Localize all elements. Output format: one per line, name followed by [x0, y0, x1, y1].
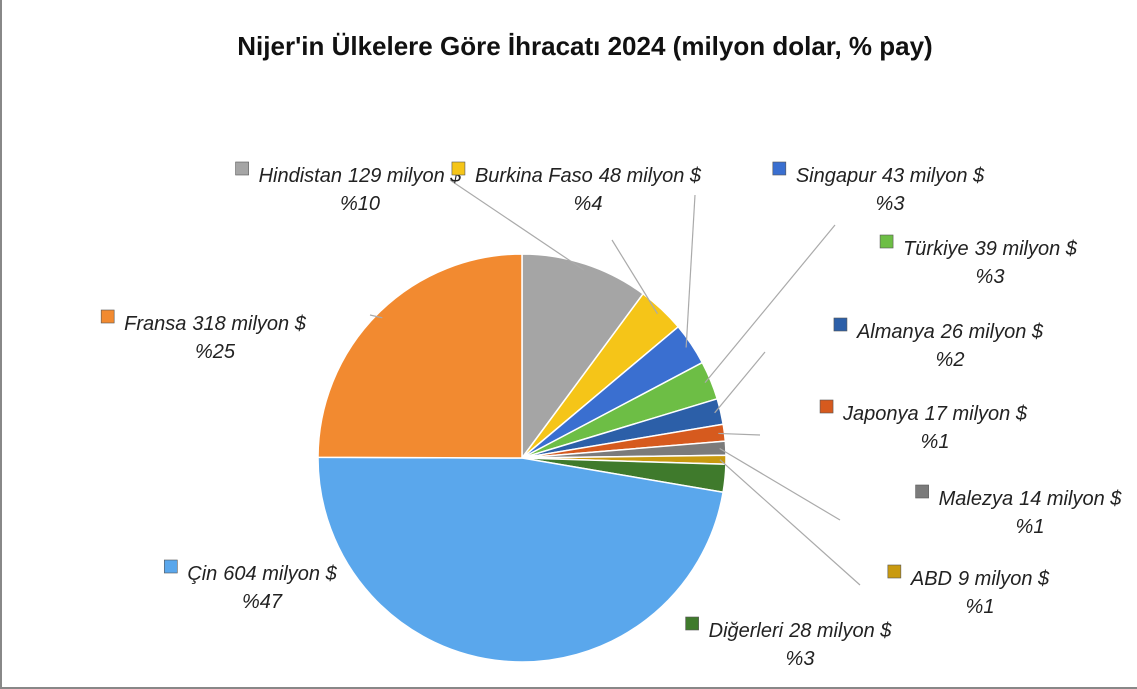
legend-key: [833, 317, 848, 332]
legend-key: [235, 161, 249, 176]
leader-line: [719, 459, 861, 586]
value-label: 318 milyon $: [192, 313, 306, 335]
legend-key: [100, 309, 115, 324]
pie-slice: [317, 253, 523, 459]
value-label: 14 milyon $: [1019, 488, 1122, 510]
legend-key: [772, 161, 787, 176]
percent-label: %2: [936, 349, 965, 371]
percent-label: %3: [786, 648, 815, 670]
category-name: Fransa: [124, 313, 186, 335]
data-label: Çin 604 milyon $: [187, 563, 337, 585]
percent-label: %1: [1016, 516, 1045, 538]
percent-label: %1: [966, 596, 995, 618]
percent-label: %3: [876, 193, 905, 215]
leader-line: [714, 351, 766, 414]
data-label: Japonya 17 milyon $: [842, 403, 1028, 425]
data-label: ABD 9 milyon $: [910, 568, 1050, 590]
value-label: 28 milyon $: [788, 620, 892, 642]
value-label: 48 milyon $: [599, 165, 702, 187]
legend-key: [163, 559, 178, 574]
category-name: ABD: [910, 568, 952, 590]
data-label: Hindistan 129 milyon $: [259, 165, 463, 187]
data-label: Fransa 318 milyon $: [124, 313, 307, 335]
data-label: Türkiye 39 milyon $: [903, 238, 1078, 260]
category-name: Türkiye: [903, 238, 969, 260]
pie-slice: [317, 456, 724, 663]
leader-line: [718, 432, 761, 436]
data-label: Singapur 43 milyon $: [796, 165, 985, 187]
percent-label: %25: [195, 341, 236, 363]
legend-key: [879, 234, 894, 249]
category-name: Hindistan: [259, 165, 342, 187]
category-name: Japonya: [842, 403, 919, 425]
data-label: Diğerleri 28 milyon $: [709, 620, 893, 642]
legend-key: [887, 564, 902, 579]
value-label: 9 milyon $: [958, 568, 1050, 590]
percent-label: %47: [242, 591, 283, 613]
category-name: Malezya: [939, 488, 1013, 510]
leader-line: [704, 224, 836, 384]
category-name: Diğerleri: [709, 620, 784, 642]
data-label: Burkina Faso 48 milyon $: [475, 165, 702, 187]
value-label: 26 milyon $: [940, 321, 1044, 343]
legend-key: [451, 161, 466, 176]
category-name: Almanya: [856, 321, 935, 343]
leader-line: [685, 194, 696, 348]
chart-title: Nijer'in Ülkelere Göre İhracatı 2024 (mi…: [237, 31, 932, 61]
category-name: Burkina Faso: [475, 165, 593, 187]
percent-label: %4: [574, 193, 603, 215]
percent-label: %1: [921, 431, 950, 453]
leader-line: [449, 179, 585, 271]
percent-label: %3: [976, 266, 1005, 288]
category-name: Singapur: [796, 165, 877, 187]
value-label: 129 milyon $: [348, 165, 462, 187]
legend-key: [685, 616, 699, 631]
value-label: 17 milyon $: [925, 403, 1028, 425]
category-name: Çin: [187, 563, 217, 585]
pie-slice: [521, 253, 645, 461]
leader-line: [719, 447, 841, 521]
value-label: 604 milyon $: [223, 563, 337, 585]
value-label: 43 milyon $: [882, 165, 985, 187]
leader-line: [369, 314, 383, 319]
legend-key: [819, 399, 834, 414]
data-label: Malezya 14 milyon $: [939, 488, 1123, 510]
data-label: Almanya 26 milyon $: [856, 321, 1044, 343]
legend-key: [915, 484, 929, 499]
value-label: 39 milyon $: [975, 238, 1078, 260]
percent-label: %10: [340, 193, 380, 215]
leader-line: [611, 239, 658, 315]
